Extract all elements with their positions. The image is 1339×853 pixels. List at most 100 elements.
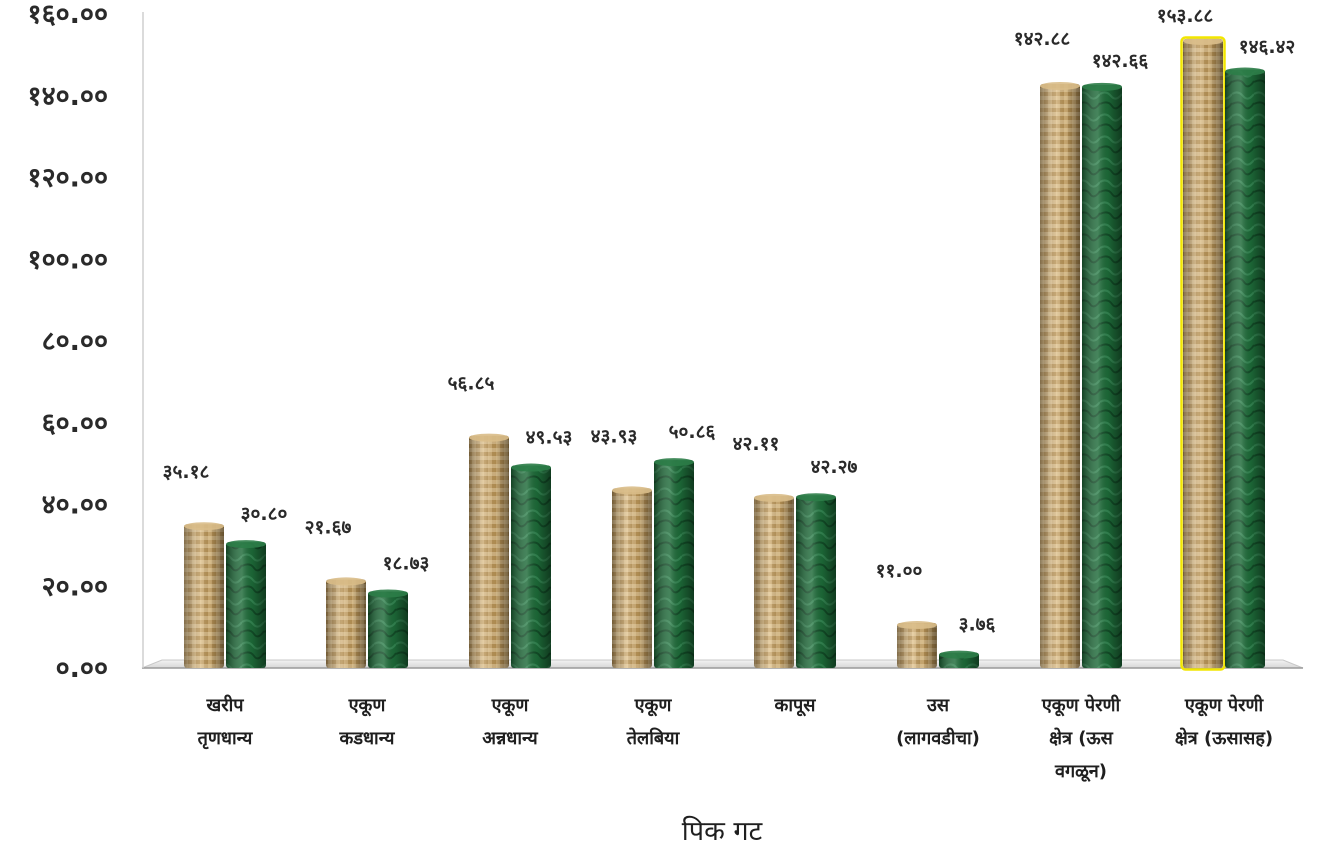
bar-cap [368,589,408,598]
x-category-line: एकूण [491,695,530,717]
bar [754,493,794,668]
bar-cap [1082,82,1122,91]
x-category-label: एकूण पेरणी क्षेत्र (ऊसासह) [1175,694,1273,749]
data-label: ३५.१८ [163,461,210,483]
x-category-line: एकूण [348,695,387,717]
y-tick-label: १४०.०० [28,81,108,112]
data-label: ३०.८० [241,503,288,525]
bar [511,463,551,668]
bar [796,493,836,668]
bar-cap [939,650,979,659]
x-category-label: एकूण पेरणी क्षेत्र (ऊस वगळून) [1041,694,1122,782]
data-label: १४२.६६ [1092,50,1149,72]
data-label: १५३.८८ [1157,5,1214,27]
data-label: ३.७६ [959,614,996,636]
y-tick-label: १००.०० [28,244,108,275]
bar-cap [326,577,366,586]
x-category-label: उस (लागवडीचा) [896,695,980,749]
x-category-line: खरीप [206,694,245,716]
bar [1225,67,1265,669]
data-label: १४६.४२ [1239,36,1296,58]
bar-shading [511,465,551,668]
bars [184,36,1265,671]
y-axis: ०.०० २०.०० ४०.०० ६०.०० ८०.०० १००.०० १२०.०० १४०.… [28,0,108,684]
x-category-line: क्षेत्र (ऊसासह) [1175,727,1273,749]
x-category-label: खरीप तृणधान्य [197,694,254,750]
x-category-line: अन्नधान्य [482,728,539,749]
bar-cap [469,433,509,442]
bar-cap [1040,81,1080,90]
bar [184,522,224,668]
bar [612,486,652,668]
data-label: १८.७३ [383,552,430,574]
bar-shading [226,542,266,668]
y-tick-label: ६०.०० [42,408,108,439]
bar-cap [226,540,266,549]
bar [469,433,509,668]
bar-shading [1225,69,1265,669]
bar [368,589,408,668]
bar [226,540,266,668]
bar-shading [796,495,836,668]
data-label: ५६.८५ [448,373,495,395]
x-category-label: कापूस [774,695,817,717]
x-category-label: एकूण तेलबिया [626,695,681,749]
y-tick-label: १६०.०० [28,0,108,30]
bar-cap [654,458,694,467]
bar-cap [184,522,224,531]
x-category-line: वगळून) [1054,761,1107,782]
bar-cap [1183,37,1223,46]
data-label: ४२.११ [733,433,780,455]
bar-cap [796,493,836,502]
x-category-line: एकूण पेरणी [1184,694,1265,717]
x-category-line: एकूण [634,695,673,717]
x-category-label: एकूण कडधान्य [339,695,396,749]
bar-shading [1183,39,1223,668]
data-label: ११.०० [876,560,923,582]
bar [1040,81,1080,668]
bar-shading [1082,84,1122,668]
bar [1180,36,1226,671]
bar-highlight-outline [1180,36,1226,671]
bar-cap [511,463,551,472]
bar-shading [1040,83,1080,668]
data-label: २१.६७ [305,516,352,538]
data-label: १४२.८८ [1014,28,1071,50]
bar-shading [469,435,509,668]
x-category-line: एकूण पेरणी [1041,694,1122,717]
bar-cap [612,486,652,495]
y-tick-label: ८०.०० [42,326,108,357]
x-category-line: उस [926,695,950,716]
floor-plane [141,659,1304,669]
bar [326,577,366,668]
bar [654,458,694,668]
y-tick-label: ०.०० [56,653,108,684]
x-category-line: कडधान्य [339,728,396,749]
x-category-line: तेलबिया [626,727,681,749]
bar [1082,82,1122,668]
data-label: ५०.८६ [669,421,716,443]
bar-cap [1225,67,1265,76]
bar-cap [754,493,794,502]
bar-shading [184,524,224,668]
data-label: ४२.२७ [811,456,858,478]
bar-shading [754,495,794,668]
bar-shading [368,591,408,668]
bar [939,650,979,668]
bar-shading [654,460,694,668]
x-category-label: एकूण अन्नधान्य [482,695,539,749]
data-labels: ३५.१८ २१.६७ ५६.८५ ४३.९३ ४२.११ ११.०० १४२.८८ १५३.… [163,5,1296,636]
bar-shading [326,579,366,668]
x-axis-title-group: पिक गट [682,815,763,847]
data-label: ४३.९३ [591,425,638,447]
chart-floor [141,12,1304,669]
x-category-line: तृणधान्य [197,728,254,750]
data-label: ४९.५३ [526,427,573,449]
y-tick-label: २०.०० [42,571,108,602]
bar-shading [897,623,937,668]
bar-shading [612,488,652,668]
x-category-line: (लागवडीचा) [896,727,980,749]
x-category-line: कापूस [774,695,817,717]
